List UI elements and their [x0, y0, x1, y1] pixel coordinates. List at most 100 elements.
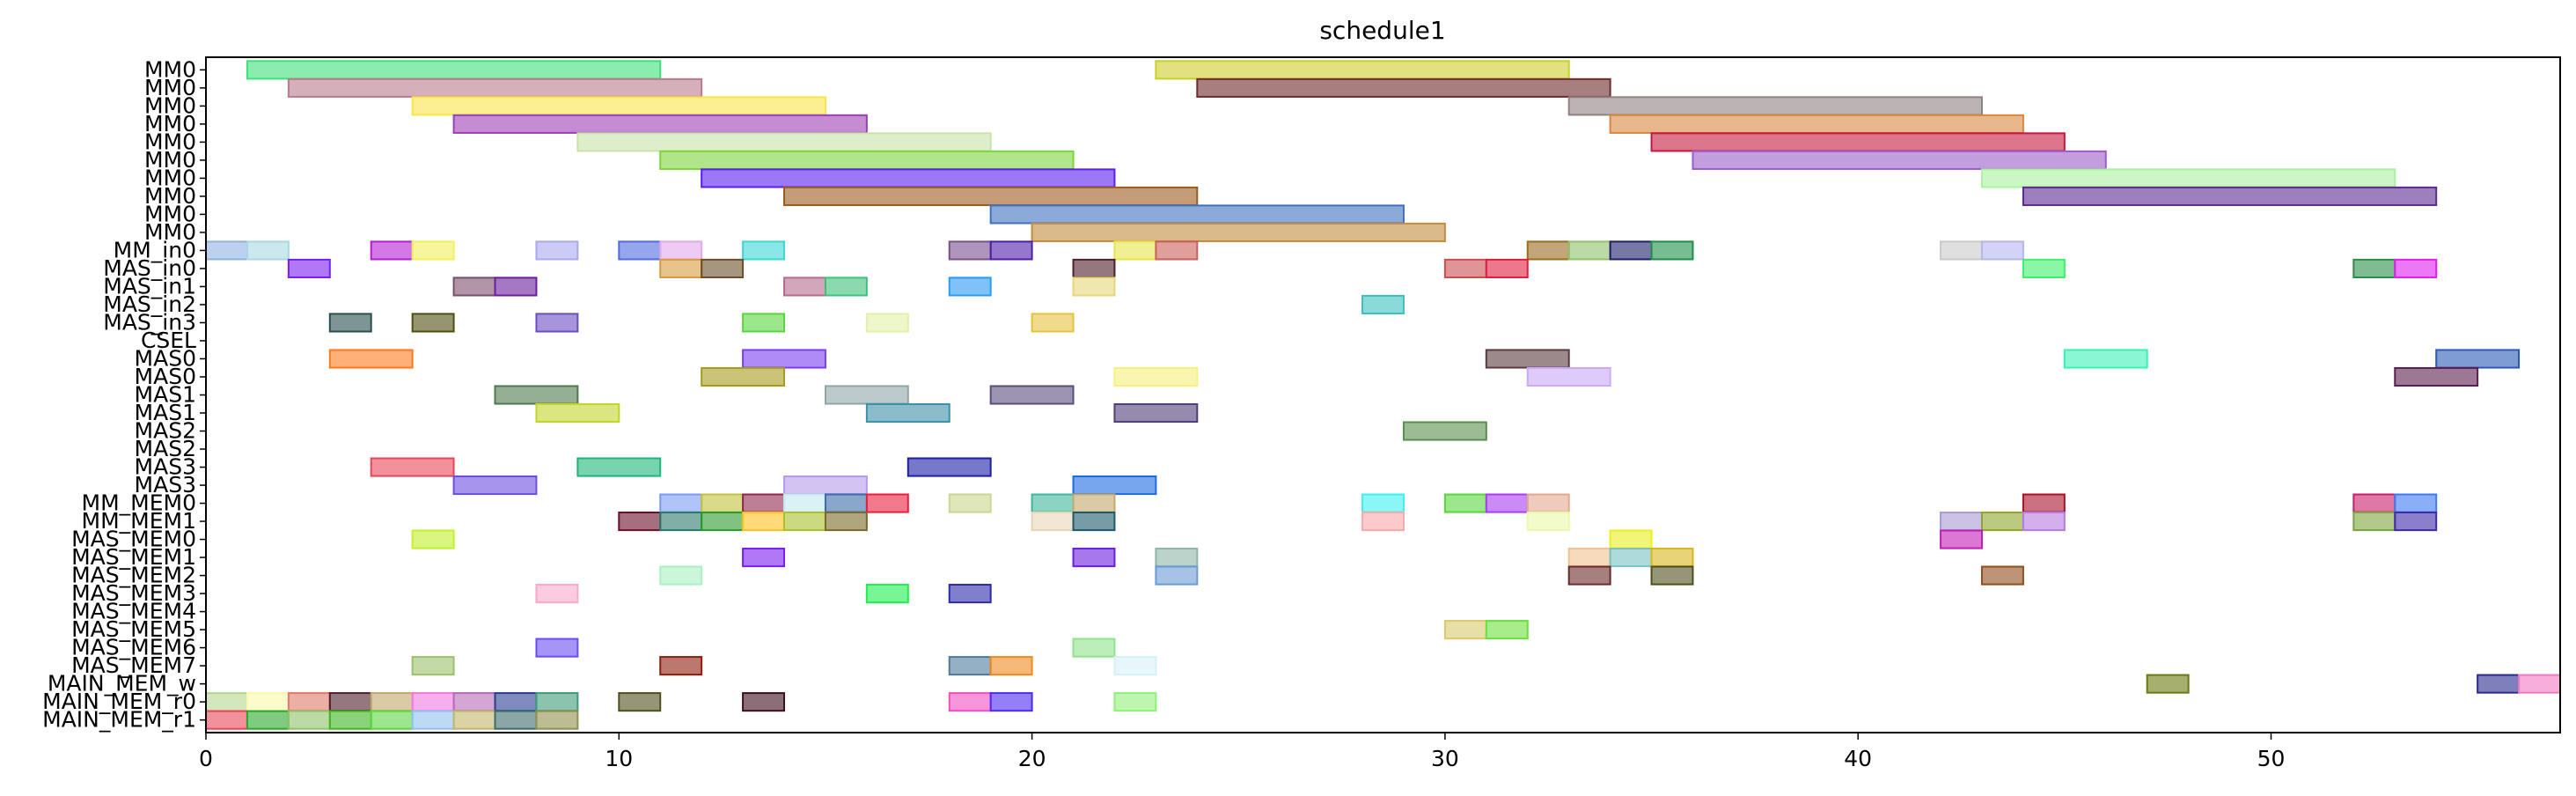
- task-bar: [535, 402, 620, 424]
- task-bar: [1526, 493, 1570, 513]
- task-bar: [411, 96, 826, 116]
- task-bar: [2146, 674, 2190, 694]
- task-bar: [1567, 240, 1611, 261]
- task-bar: [1072, 475, 1157, 496]
- task-bar: [2518, 674, 2561, 694]
- task-bar: [411, 529, 455, 549]
- task-bar: [742, 692, 786, 712]
- task-bar: [618, 240, 662, 261]
- task-bar: [1031, 222, 1446, 242]
- task-bar: [1072, 638, 1116, 658]
- task-bar: [494, 710, 538, 730]
- task-bar: [701, 512, 745, 532]
- task-bar: [246, 240, 290, 261]
- task-bar: [1072, 548, 1116, 568]
- task-bar: [1113, 240, 1157, 261]
- task-bar: [494, 692, 538, 712]
- task-bar: [1072, 258, 1116, 278]
- y-tick-label: MAS3: [135, 454, 196, 480]
- task-bar: [865, 493, 909, 513]
- task-bar: [452, 276, 496, 297]
- task-bar: [576, 457, 662, 477]
- task-bar: [2394, 366, 2479, 387]
- task-bar: [2394, 512, 2438, 532]
- task-bar: [2394, 258, 2438, 278]
- task-bar: [742, 349, 826, 369]
- task-bar: [989, 656, 1033, 676]
- task-bar: [2394, 493, 2438, 513]
- task-bar: [494, 385, 579, 405]
- y-tick-label: MAS2: [135, 418, 196, 444]
- task-bar: [742, 313, 786, 333]
- task-bar: [618, 692, 662, 712]
- x-axis: 0 10 20 30 40 50: [199, 733, 2285, 771]
- task-bar: [1609, 548, 1653, 568]
- task-bar: [1031, 313, 1075, 333]
- x-tick-label: 10: [605, 746, 633, 771]
- task-bar: [701, 258, 745, 278]
- task-bar: [1155, 240, 1199, 261]
- task-bar: [1940, 240, 1983, 261]
- task-bar: [287, 77, 703, 98]
- task-bar: [1485, 620, 1529, 640]
- y-tick-label: MM0: [144, 165, 196, 190]
- task-bar: [576, 132, 992, 152]
- task-bar: [1980, 168, 2396, 188]
- x-tick-label: 50: [2257, 746, 2286, 771]
- task-bar: [1526, 366, 1611, 387]
- task-bar: [535, 638, 579, 658]
- task-bar: [1526, 512, 1570, 532]
- task-bar: [659, 258, 703, 278]
- bars-layer: [205, 60, 2561, 730]
- y-tick-label: MAS_in2: [103, 291, 196, 317]
- task-bar: [1196, 77, 1611, 98]
- task-bar: [205, 710, 248, 730]
- task-bar: [411, 656, 455, 676]
- task-bar: [1650, 132, 2066, 152]
- task-bar: [989, 385, 1075, 405]
- y-tick-label: MM0: [144, 75, 196, 100]
- task-bar: [535, 584, 579, 604]
- task-bar: [1402, 421, 1487, 441]
- task-bar: [989, 204, 1405, 225]
- y-tick-label: MAS_MEM5: [71, 616, 196, 642]
- task-bar: [948, 584, 992, 604]
- task-bar: [1485, 349, 1570, 369]
- task-bar: [2022, 493, 2066, 513]
- y-tick-label: MM_in0: [114, 237, 196, 262]
- task-bar: [2435, 349, 2521, 369]
- y-tick-label: MM0: [144, 129, 196, 154]
- task-bar: [2022, 512, 2066, 532]
- task-bar: [1155, 548, 1199, 568]
- task-bar: [246, 60, 662, 80]
- task-bar: [1113, 692, 1157, 712]
- y-tick-label: MAS_in3: [103, 309, 196, 335]
- task-bar: [370, 692, 414, 712]
- task-bar: [701, 168, 1116, 188]
- task-bar: [659, 150, 1075, 170]
- y-tick-label: MM0: [144, 111, 196, 136]
- task-bar: [948, 240, 992, 261]
- task-bar: [1155, 565, 1199, 586]
- task-bar: [2063, 349, 2148, 369]
- task-bar: [1940, 512, 1983, 532]
- task-bar: [1031, 493, 1075, 513]
- task-bar: [824, 493, 868, 513]
- task-bar: [452, 114, 868, 134]
- task-bar: [659, 512, 703, 532]
- task-bar: [1031, 512, 1075, 532]
- task-bar: [989, 240, 1033, 261]
- task-bar: [1526, 240, 1570, 261]
- task-bar: [1485, 493, 1529, 513]
- task-bar: [824, 385, 909, 405]
- task-bar: [328, 710, 372, 730]
- task-bar: [948, 493, 992, 513]
- chart-title: schedule1: [1319, 16, 1445, 45]
- y-tick-label: MAS_MEM1: [71, 544, 196, 570]
- task-bar: [1443, 493, 1487, 513]
- task-bar: [411, 692, 455, 712]
- task-bar: [948, 656, 992, 676]
- task-bar: [1072, 512, 1116, 532]
- task-bar: [411, 710, 455, 730]
